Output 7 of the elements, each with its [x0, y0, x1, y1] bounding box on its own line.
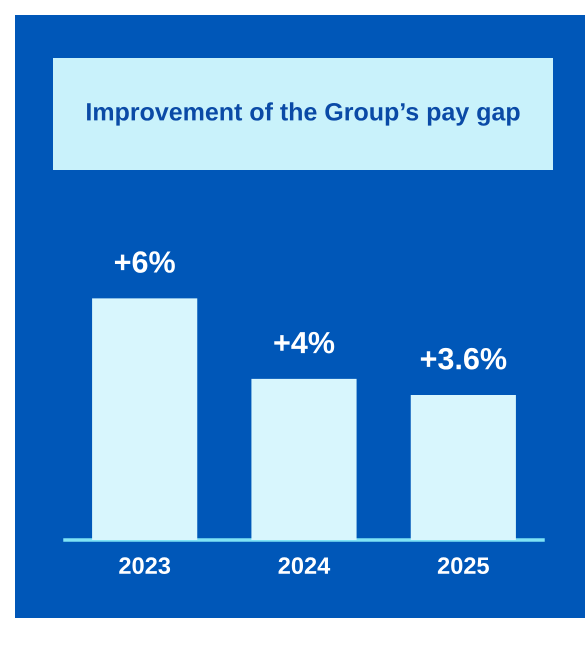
- data-label: +3.6%: [420, 348, 506, 370]
- chart-title: Improvement of the Group’s pay gap: [87, 102, 520, 126]
- x-tick-label: 2024: [278, 557, 330, 574]
- data-label: +4%: [274, 332, 334, 354]
- x-tick-label: 2025: [438, 557, 489, 574]
- x-tick-label: 2023: [119, 557, 170, 574]
- data-label: +6%: [114, 251, 175, 273]
